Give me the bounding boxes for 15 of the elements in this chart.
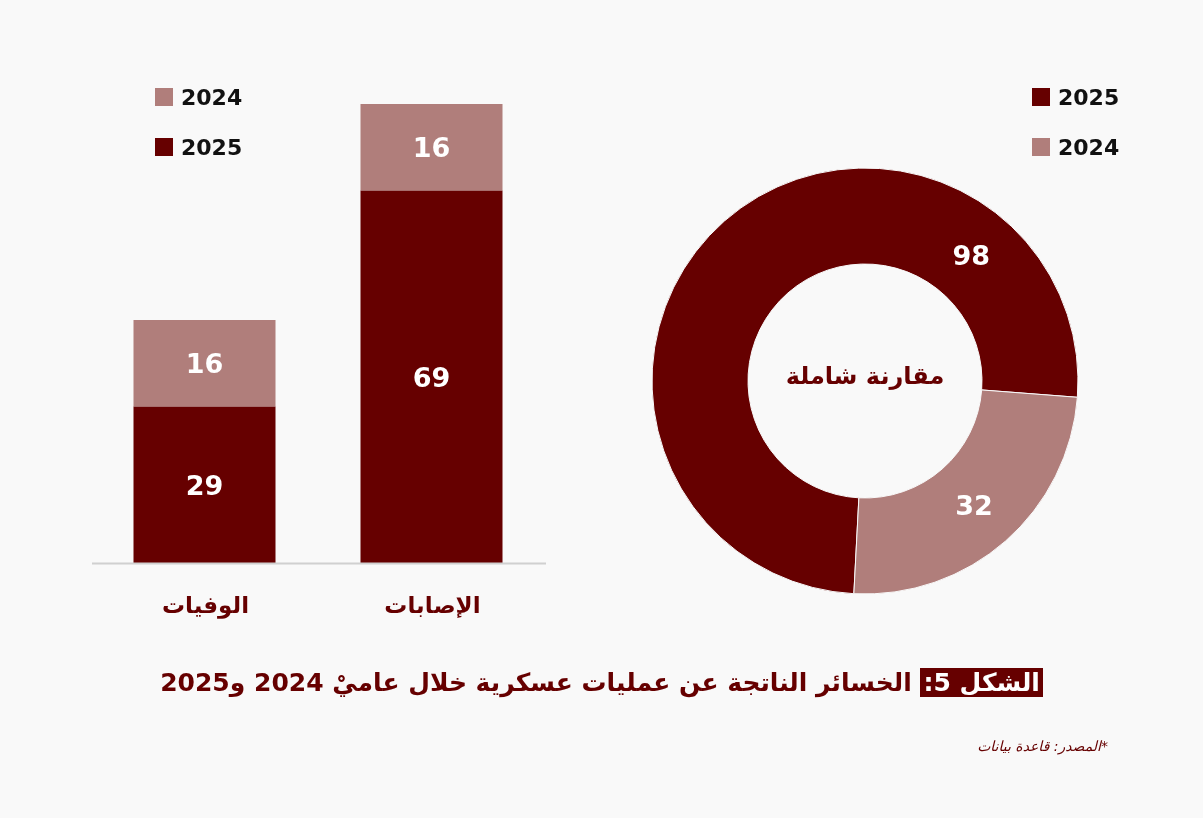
data-label: 16 [185,348,224,380]
data-label: 29 [185,469,224,501]
legend-label: 2025 [1058,85,1120,110]
data-label: 69 [412,361,451,393]
x-tick-label: الوفيات [161,592,250,619]
data-label: 16 [412,132,451,164]
text: الشكل 5: الخسائر الناتجة عن عمليات عسكرية خلال عاميْ 2024 و2025 [159,668,1041,697]
legend-label: 2025 [181,135,243,160]
legend-label: 2024 [1058,135,1120,160]
text: *المصدر: قاعدة بيانات [977,738,1108,754]
text: مقارنة شاملة [785,362,945,390]
x-tick-label: الإصابات [384,592,481,618]
legend-label: 2024 [181,85,243,110]
data-label: 32 [955,489,993,521]
data-label: 98 [952,239,991,271]
